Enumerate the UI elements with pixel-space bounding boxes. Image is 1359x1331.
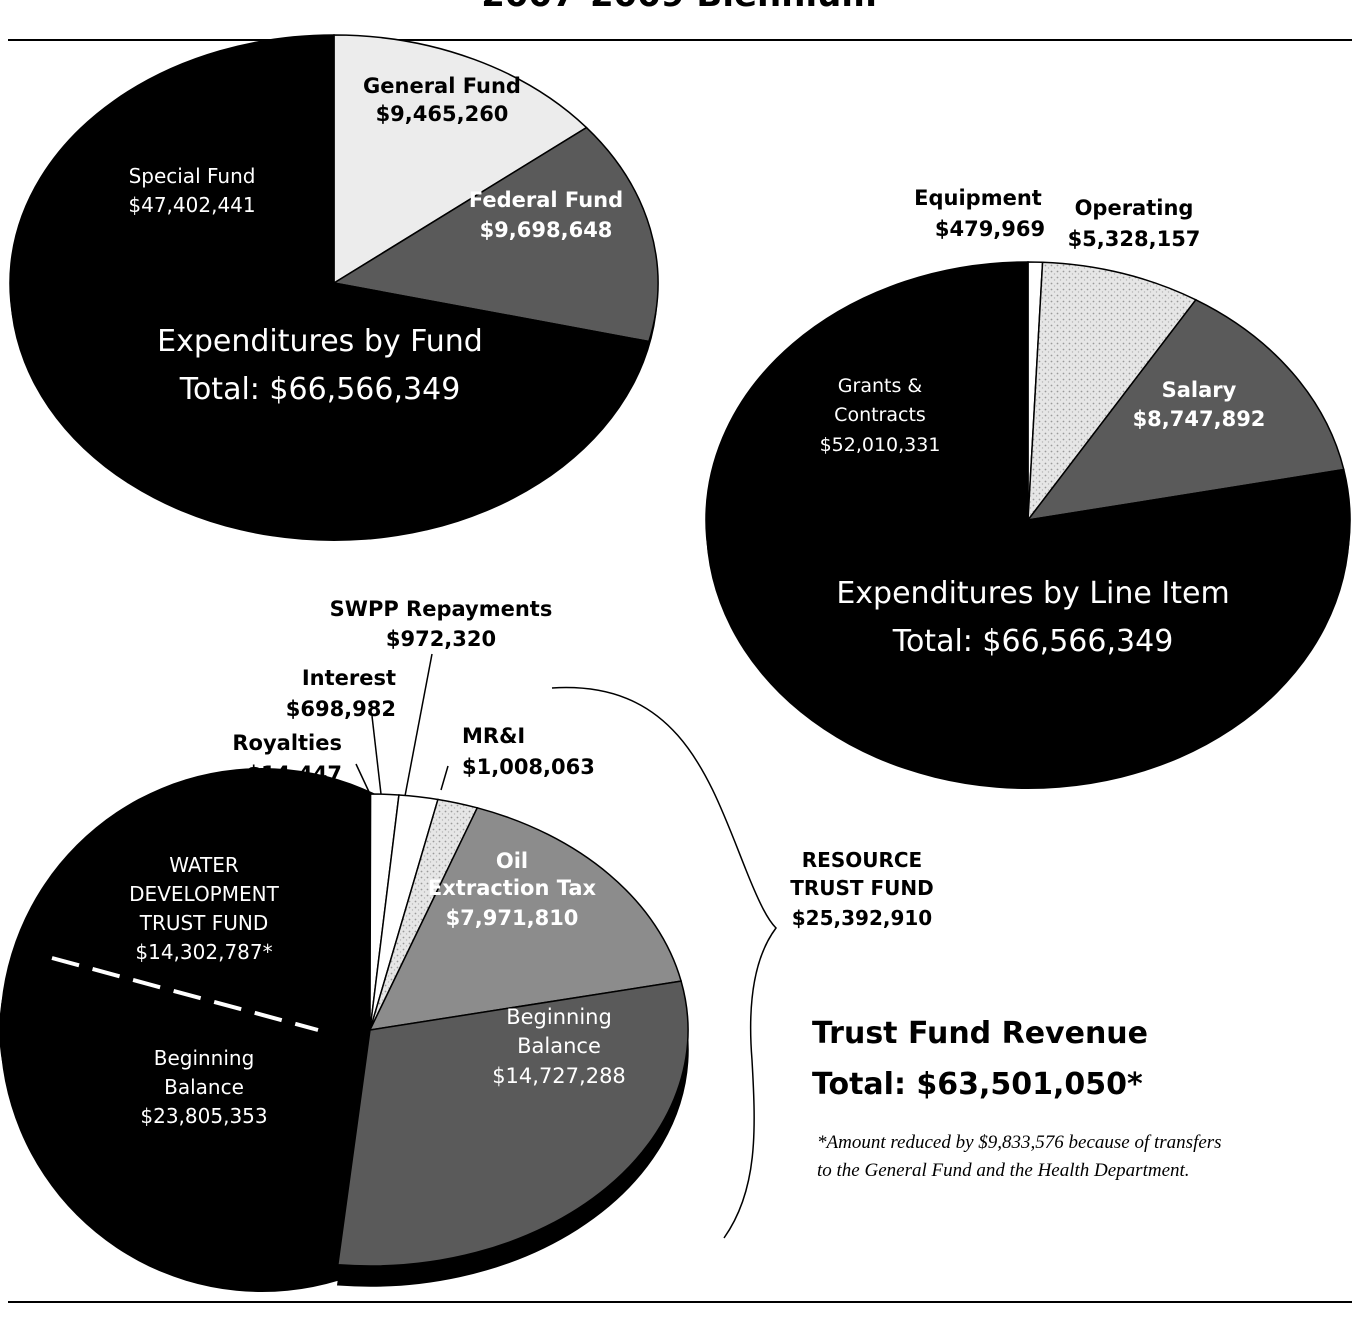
pie1-total: Total: $66,566,349 bbox=[179, 372, 461, 407]
pie3-slice-amount: $14,727,288 bbox=[492, 1064, 626, 1088]
pie-expenditures-by-line-item: Equipment $479,969 Operating $5,328,157 … bbox=[705, 186, 1351, 789]
pie1-slice-amount: $47,402,441 bbox=[128, 193, 255, 217]
pie1-slice-label: Special Fund bbox=[129, 164, 256, 188]
pie2-slice-label: Salary bbox=[1162, 378, 1237, 402]
pie3-slice-label: Beginning bbox=[154, 1046, 255, 1070]
pie3-slices bbox=[0, 793, 689, 1287]
pie1-slice-label: Federal Fund bbox=[469, 188, 623, 212]
pie2-slice-amount: $479,969 bbox=[935, 217, 1045, 241]
pie-trust-fund-revenue: Royalties $14,447 Interest $698,982 SWPP… bbox=[0, 597, 1222, 1292]
pie2-total: Total: $66,566,349 bbox=[892, 624, 1174, 659]
leader-line bbox=[371, 715, 382, 795]
resource-fund-brace bbox=[551, 686, 777, 1239]
pie3-slice-label: SWPP Repayments bbox=[330, 597, 553, 621]
pie3-slice-amount: $7,971,810 bbox=[446, 906, 579, 930]
pie1-slices bbox=[9, 34, 659, 532]
pie2-slices bbox=[705, 261, 1351, 779]
water-fund-divider bbox=[51, 956, 319, 1032]
pie1-slice-amount: $9,465,260 bbox=[376, 102, 509, 126]
pie3-slice bbox=[368, 806, 683, 1031]
leader-line bbox=[404, 653, 433, 797]
pie3-footnote: to the General Fund and the Health Depar… bbox=[817, 1160, 1190, 1181]
pie1-slice-amount: $9,698,648 bbox=[480, 218, 613, 242]
pie2-slice-amount: $8,747,892 bbox=[1133, 407, 1266, 431]
pie1-slice-label: General Fund bbox=[363, 74, 521, 98]
pie2-slice bbox=[1027, 261, 1197, 523]
pie3-slice-amount: $972,320 bbox=[386, 627, 496, 651]
resource-fund-name: RESOURCE bbox=[802, 848, 922, 872]
leader-line bbox=[355, 763, 371, 795]
resource-fund-name: TRUST FUND bbox=[790, 876, 934, 900]
pie3-footnote: *Amount reduced by $9,833,576 because of… bbox=[817, 1132, 1222, 1153]
pie3-slice-amount: $1,008,063 bbox=[462, 755, 595, 779]
pie2-slice-label: Contracts bbox=[834, 404, 926, 426]
pie2-slice-amount: $52,010,331 bbox=[820, 434, 941, 456]
pie1-slice bbox=[333, 34, 588, 285]
pie3-total: Total: $63,501,050* bbox=[812, 1067, 1143, 1102]
pie2-slice-label: Grants & bbox=[838, 375, 923, 397]
pie-expenditures-by-fund: General Fund $9,465,260 Federal Fund $9,… bbox=[9, 34, 659, 541]
pie3-slice bbox=[336, 980, 689, 1267]
pie3-slice bbox=[0, 793, 319, 1266]
resource-fund-amount: $25,392,910 bbox=[792, 906, 932, 930]
pie1-title: Expenditures by Fund bbox=[157, 324, 483, 359]
pie3-slice-amount: $23,805,353 bbox=[140, 1104, 267, 1128]
pie3-slice-label: MR&I bbox=[462, 724, 525, 748]
pie3-slice-amount: $14,447 bbox=[246, 762, 342, 786]
pie3-slice-label: Beginning bbox=[506, 1005, 612, 1029]
pie3-slice-label: Interest bbox=[302, 666, 396, 690]
water-fund-name: DEVELOPMENT bbox=[129, 882, 279, 906]
pie2-slice bbox=[705, 261, 1351, 779]
pie2-title: Expenditures by Line Item bbox=[836, 576, 1229, 611]
pie3-slice-label: Balance bbox=[164, 1075, 244, 1099]
pie2-slice-label: Equipment bbox=[914, 186, 1042, 210]
pie3-slice-label: Extraction Tax bbox=[428, 876, 597, 900]
pie3-slice-label: Balance bbox=[517, 1034, 601, 1058]
pie3-slice-label: Royalties bbox=[232, 731, 342, 755]
page-title: 2007-2009 Biennium bbox=[481, 0, 877, 15]
pie2-slice-label: Operating bbox=[1075, 196, 1194, 220]
pie1-slice bbox=[9, 34, 650, 532]
water-fund-name: WATER bbox=[169, 853, 239, 877]
leader-line bbox=[440, 765, 449, 791]
pie2-slice bbox=[1026, 298, 1345, 522]
pie3-title: Trust Fund Revenue bbox=[812, 1016, 1148, 1051]
pie3-slice-label: Oil bbox=[496, 849, 528, 873]
pie3-slice-amount: $698,982 bbox=[286, 697, 396, 721]
water-fund-amount: $14,302,787* bbox=[135, 940, 272, 964]
pie2-slice-amount: $5,328,157 bbox=[1068, 227, 1201, 251]
water-fund-name: TRUST FUND bbox=[139, 911, 269, 935]
pie1-slice bbox=[331, 126, 659, 343]
